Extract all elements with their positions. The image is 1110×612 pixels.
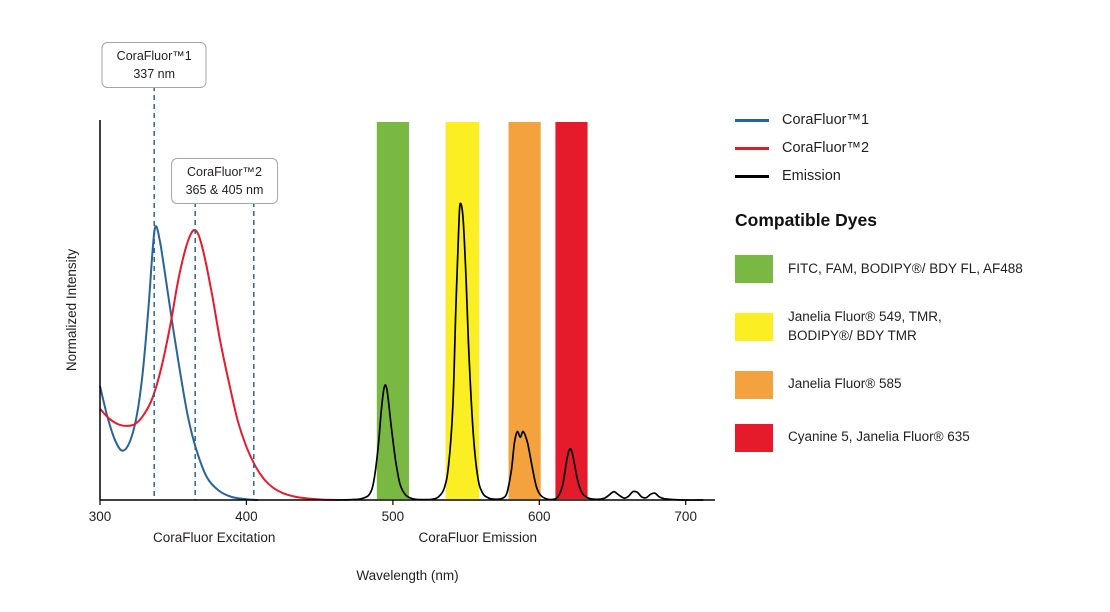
dye-label: Janelia Fluor® 549, TMR, BODIPY®/ BDY TM… <box>788 309 942 343</box>
corafluor1-callout: CoraFluor™1 337 nm <box>101 42 207 89</box>
legend-item-emission: Emission <box>735 162 1107 190</box>
yellow-dye-swatch <box>735 312 773 341</box>
corafluor2-line-swatch <box>735 146 769 150</box>
y-axis-title: Normalized Intensity <box>64 249 79 372</box>
legend-label: CoraFluor™2 <box>782 140 870 156</box>
tick-label-500: 500 <box>382 509 405 524</box>
callout-value: 337 nm <box>133 67 176 82</box>
chart-area: 300 400 500 600 700 CoraFluor Excitation CoraF… <box>64 42 715 583</box>
dye-label: Cyanine 5, Janelia Fluor® 635 <box>788 429 970 445</box>
tick-label-700: 700 <box>674 509 697 524</box>
compatible-dyes-heading: Compatible Dyes <box>735 210 877 230</box>
tick-label-300: 300 <box>89 509 112 524</box>
tick-label-600: 600 <box>528 509 551 524</box>
legend-label: CoraFluor™1 <box>782 112 870 128</box>
red-dye-swatch <box>735 423 773 452</box>
band-orange <box>508 122 541 499</box>
callout-value: 365 & 405 nm <box>185 183 264 198</box>
orange-dye-swatch <box>735 370 773 399</box>
band-red <box>555 122 588 499</box>
corafluor1-line-swatch <box>735 118 769 122</box>
compatible-dyes-list: FITC, FAM, BODIPY®/ BDY FL, AF488 Janeli… <box>735 255 1107 452</box>
curve-emission <box>337 202 704 501</box>
callout-title: CoraFluor™2 <box>186 165 263 179</box>
tick-label-400: 400 <box>235 509 258 524</box>
spectra-chart: 300 400 500 600 700 CoraFluor Excitation CoraF… <box>64 86 715 583</box>
dye-item-yellow: Janelia Fluor® 549, TMR, BODIPY®/ BDY TM… <box>735 308 1107 346</box>
dye-item-red: Cyanine 5, Janelia Fluor® 635 <box>735 423 1107 452</box>
curve-corafluor2 <box>99 229 338 501</box>
emission-line-swatch <box>735 174 769 178</box>
axis-section-label-0: CoraFluor Excitation <box>153 530 275 545</box>
green-dye-swatch <box>735 255 773 283</box>
dye-label: Janelia Fluor® 585 <box>788 376 902 392</box>
axis-section-label-1: CoraFluor Emission <box>419 530 538 545</box>
legend-item-corafluor1: CoraFluor™1 <box>735 106 1107 134</box>
dye-label: FITC, FAM, BODIPY®/ BDY FL, AF488 <box>788 260 1023 276</box>
corafluor2-callout: CoraFluor™2 365 & 405 nm <box>170 158 279 205</box>
x-axis-title: Wavelength (nm) <box>356 568 458 583</box>
legend-panel: CoraFluor™1 CoraFluor™2 Emission Compati… <box>735 106 1107 477</box>
line-legend: CoraFluor™1 CoraFluor™2 Emission <box>735 106 1107 190</box>
curve-corafluor1 <box>99 225 259 501</box>
dye-item-green: FITC, FAM, BODIPY®/ BDY FL, AF488 <box>735 255 1107 283</box>
dye-item-orange: Janelia Fluor® 585 <box>735 370 1107 399</box>
legend-label: Emission <box>782 168 841 184</box>
legend-item-corafluor2: CoraFluor™2 <box>735 134 1107 162</box>
callout-title: CoraFluor™1 <box>116 49 192 63</box>
